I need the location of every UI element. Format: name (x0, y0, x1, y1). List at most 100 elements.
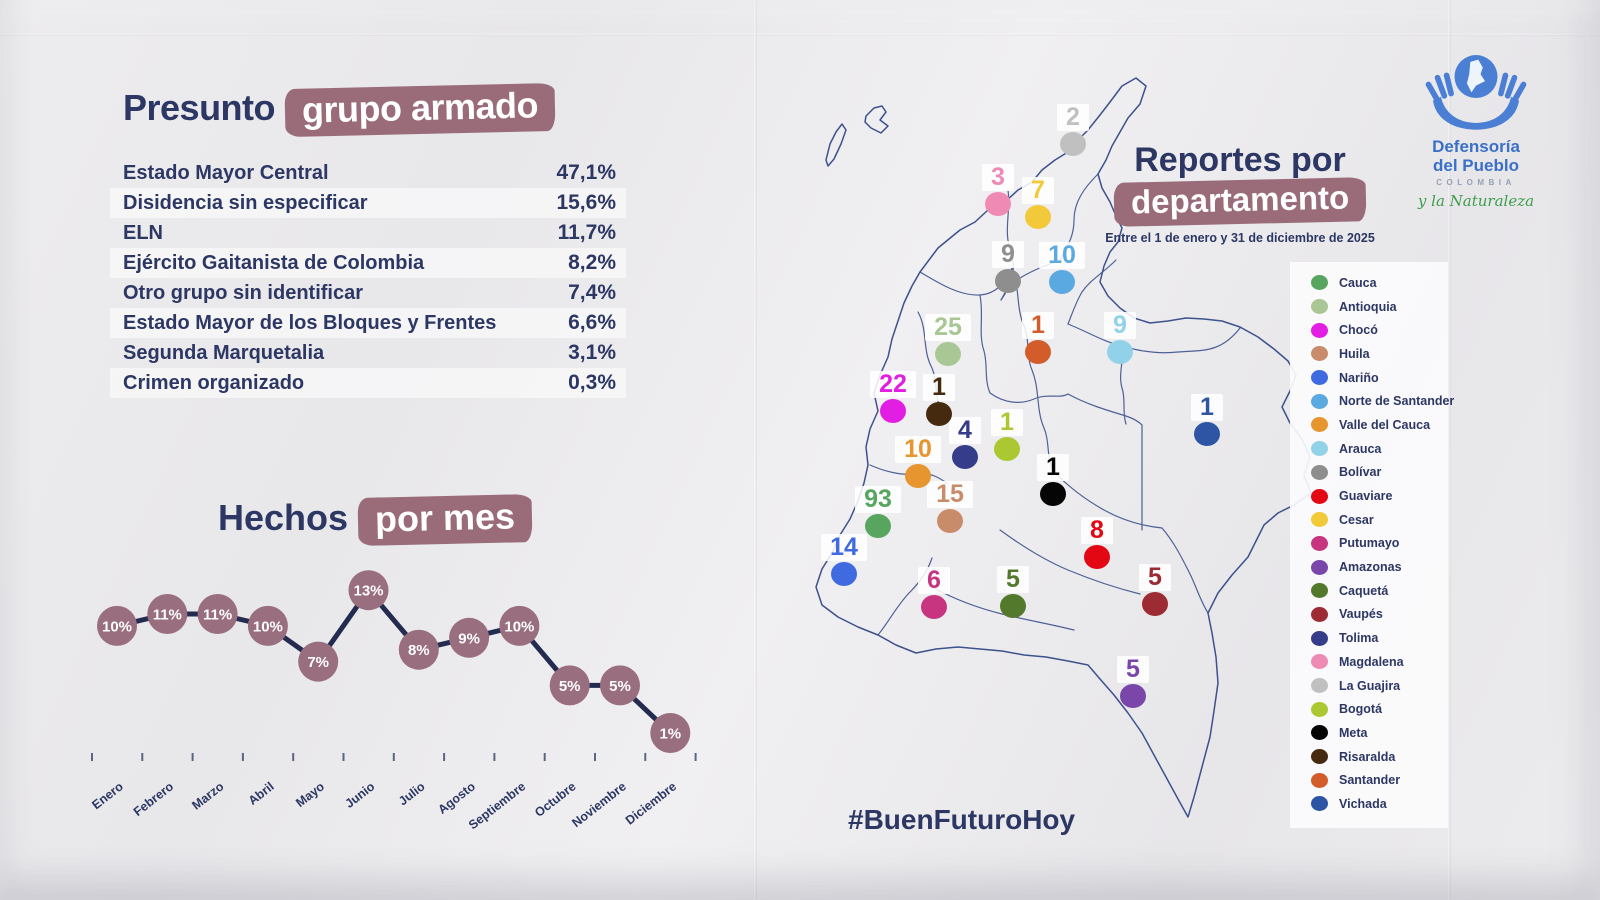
legend-label: Amazonas (1339, 560, 1402, 575)
legend-label: Risaralda (1339, 749, 1396, 764)
data-point (97, 605, 137, 646)
group-value: 8,2% (568, 251, 616, 274)
legend-label: Huila (1339, 346, 1370, 361)
legend-label: Magdalena (1339, 654, 1404, 669)
hashtag-bold: FuturoHoy (933, 804, 1076, 835)
group-label: Disidencia sin especificar (123, 191, 368, 214)
monthly-chart-title: Hechos por mes (218, 494, 533, 546)
data-point-label: 7% (307, 654, 329, 671)
table-row: Otro grupo sin identificar 7,4% (110, 278, 626, 308)
armed-groups-table: Estado Mayor Central 47,1% Disidencia sin … (110, 158, 626, 398)
legend-label: Caquetá (1339, 583, 1389, 598)
legend-label: Vichada (1339, 796, 1387, 811)
legend-item: Valle del Cauca (1311, 413, 1448, 437)
legend-dot (1311, 678, 1328, 694)
legend-label: Putumayo (1339, 536, 1400, 551)
legend-dot (1311, 512, 1328, 528)
armed-groups-title-highlight: grupo armado (284, 82, 556, 138)
month-label: Febrero (131, 779, 177, 819)
data-point-label: 9% (458, 630, 480, 647)
data-point-label: 10% (102, 618, 132, 635)
legend-item: Norte de Santander (1311, 389, 1454, 413)
legend-label: Cauca (1339, 275, 1377, 290)
legend-label: Chocó (1339, 323, 1378, 338)
data-point (398, 629, 439, 670)
legend-item: Huila (1311, 342, 1448, 366)
legend-dot (1311, 417, 1328, 433)
month-label: Enero (89, 779, 126, 812)
legend-item: Bolívar (1311, 461, 1448, 485)
table-row: Estado Mayor de los Bloques y Frentes 6,6… (110, 308, 626, 338)
legend-item: Guaviare (1311, 484, 1448, 508)
legend-item: Magdalena (1311, 650, 1448, 674)
legend-label: Vaupés (1339, 607, 1383, 622)
legend-dot (1311, 559, 1328, 575)
month-label: Diciembre (623, 779, 679, 827)
group-label: Estado Mayor de los Bloques y Frentes (123, 311, 497, 334)
hands-globe-icon (1425, 55, 1527, 130)
legend-item: Cauca (1311, 271, 1448, 295)
legend-dot (1311, 630, 1328, 646)
legend-item: Antioquia (1311, 295, 1448, 319)
group-value: 3,1% (568, 341, 616, 364)
group-label: ELN (123, 221, 163, 244)
paper-crease (0, 34, 1600, 36)
legend-label: Bolívar (1339, 465, 1382, 480)
group-value: 11,7% (557, 221, 616, 244)
legend-dot (1311, 583, 1328, 599)
monthly-line-chart: 10% Enero 11% Febrero 11% Marzo 10% Abril 7% Mayo… (89, 570, 697, 832)
legend-label: Antioquia (1339, 299, 1397, 314)
month-label: Julio (396, 779, 428, 808)
data-point (348, 570, 389, 611)
legend-label: Nariño (1339, 370, 1379, 385)
table-row: Estado Mayor Central 47,1% (110, 158, 626, 188)
data-point (298, 641, 339, 682)
group-label: Estado Mayor Central (123, 161, 329, 184)
legend-label: Tolima (1339, 631, 1379, 646)
legend-dot (1311, 299, 1328, 315)
armed-groups-title-plain: Presunto (123, 87, 276, 128)
data-point-label: 11% (203, 607, 232, 624)
legend-item: Santander (1311, 768, 1448, 792)
data-point (147, 594, 188, 634)
data-point (247, 605, 288, 646)
data-point (449, 617, 490, 658)
legend-item: Bogotá (1311, 697, 1448, 721)
data-point-label: 5% (609, 678, 631, 695)
data-point (499, 605, 540, 646)
legend-item: Vichada (1311, 792, 1448, 816)
legend-label: La Guajira (1339, 678, 1401, 693)
legend-item: Arauca (1311, 437, 1448, 461)
legend-label: Meta (1339, 725, 1368, 740)
month-label: Abril (246, 779, 277, 808)
month-label: Noviembre (569, 779, 629, 830)
group-label: Ejército Gaitanista de Colombia (123, 251, 425, 274)
map-title-line1: Reportes por (1134, 141, 1346, 179)
legend-item: Risaralda (1311, 745, 1448, 769)
legend-item: Putumayo (1311, 532, 1448, 556)
legend-dot (1311, 796, 1328, 812)
data-point (549, 665, 590, 706)
data-point-label: 10% (504, 618, 534, 635)
legend-dot (1311, 654, 1328, 670)
group-value: 7,4% (568, 281, 616, 304)
map-section-title: Reportes por departamento Entre el 1 de … (1080, 140, 1400, 245)
legend-dot (1311, 606, 1328, 622)
legend-item: Amazonas (1311, 555, 1448, 579)
legend-dot (1311, 464, 1328, 480)
hashtag: #BuenFuturoHoy (848, 804, 1075, 836)
legend-dot (1311, 346, 1328, 362)
table-row: Segunda Marquetalia 3,1% (110, 338, 626, 368)
legend-dot (1311, 535, 1328, 551)
legend-dot (1311, 393, 1328, 409)
data-point-label: 10% (253, 618, 283, 635)
colombia-silhouette (1466, 59, 1486, 93)
legend-item: Cesar (1311, 508, 1448, 532)
monthly-title-plain: Hechos (218, 497, 349, 538)
table-row: Disidencia sin especificar 15,6% (110, 188, 626, 218)
island-san-andres (825, 123, 847, 167)
defensoria-logo: Defensoría del Pueblo COLOMBIA y la Natu… (1398, 46, 1554, 210)
legend-label: Santander (1339, 773, 1401, 788)
group-label: Crimen organizado (123, 371, 305, 394)
legend-item: Caquetá (1311, 579, 1448, 603)
